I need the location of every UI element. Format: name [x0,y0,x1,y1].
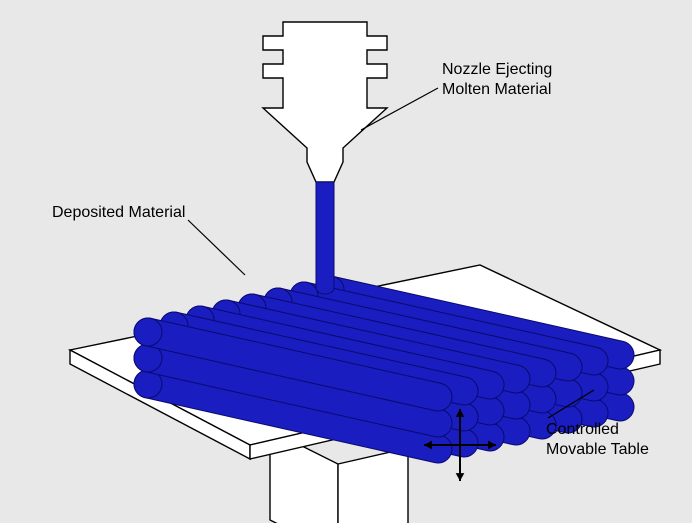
rod-cap [134,318,162,346]
label-table-line1: Controlled [546,421,619,438]
label-table-line2: Movable Table [546,441,649,458]
label-deposited: Deposited Material [52,203,185,223]
label-table: Controlled Movable Table [546,420,649,460]
label-nozzle-line1: Nozzle Ejecting [442,61,552,78]
arrow-head [456,473,465,481]
diagram-stage: { "labels": { "nozzle_line1": "Nozzle Ej… [0,0,692,523]
molten-stream [316,182,334,294]
nozzle [263,22,387,182]
pedestal-right [338,448,408,523]
leader-deposited [188,220,245,275]
label-nozzle-line2: Molten Material [442,81,551,98]
label-nozzle: Nozzle Ejecting Molten Material [442,60,552,100]
